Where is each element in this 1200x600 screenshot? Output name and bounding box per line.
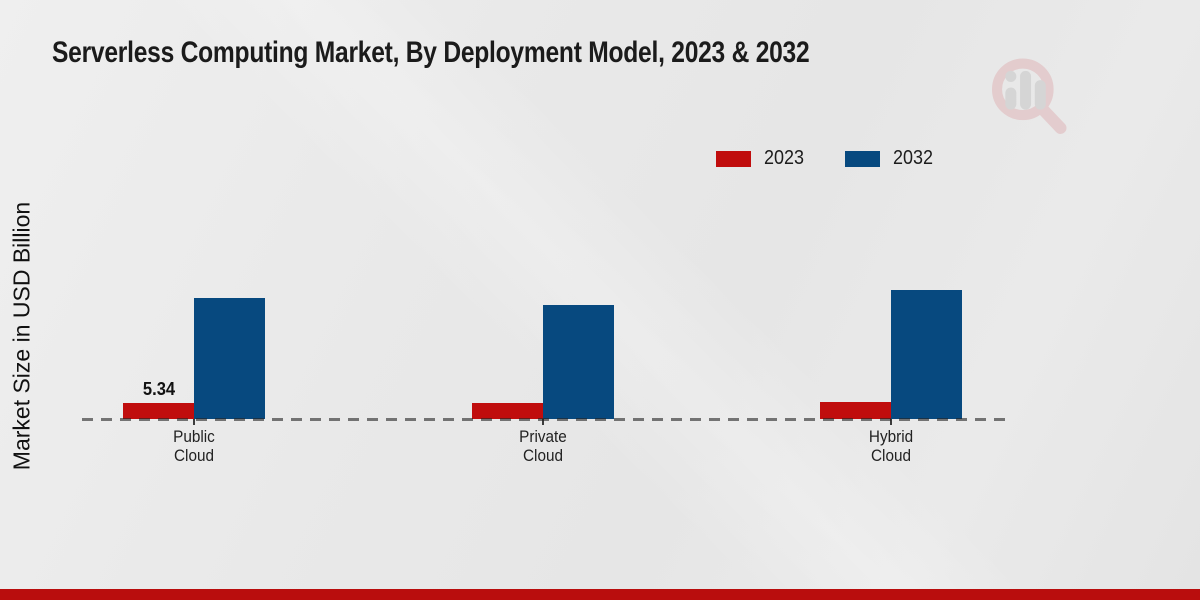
bar-2032-hybrid-cloud — [891, 290, 962, 419]
legend-item-2023: 2023 — [716, 147, 809, 170]
bar-2032-private-cloud — [543, 305, 614, 419]
page-title: Serverless Computing Market, By Deployme… — [52, 36, 810, 69]
footer-accent-bar — [0, 589, 1200, 600]
x-category-label-public-cloud: Public Cloud — [173, 427, 215, 465]
x-category-label-hybrid-cloud: Hybrid Cloud — [868, 427, 914, 465]
x-tick-hybrid-cloud — [890, 419, 892, 425]
x-tick-private-cloud — [542, 419, 544, 425]
legend-label-2023: 2023 — [764, 147, 805, 169]
x-tick-public-cloud — [193, 419, 195, 425]
bar-value-label-2023-public-cloud: 5.34 — [142, 378, 175, 399]
bar-2032-public-cloud — [194, 297, 265, 419]
magnifier-bar-chart-logo-icon — [991, 58, 1067, 134]
x-category-label-private-cloud: Private Cloud — [519, 427, 567, 465]
legend-swatch-2023 — [716, 150, 751, 167]
zero-dashed-line — [82, 418, 1007, 421]
bar-2023-private-cloud — [472, 403, 543, 419]
legend-swatch-2032 — [844, 150, 880, 167]
bar-2023-hybrid-cloud — [820, 401, 891, 419]
bar-2023-public-cloud — [123, 402, 194, 419]
legend-label-2032: 2032 — [892, 147, 933, 169]
legend: 2023 2032 — [716, 147, 937, 170]
legend-item-2032: 2032 — [844, 147, 938, 170]
